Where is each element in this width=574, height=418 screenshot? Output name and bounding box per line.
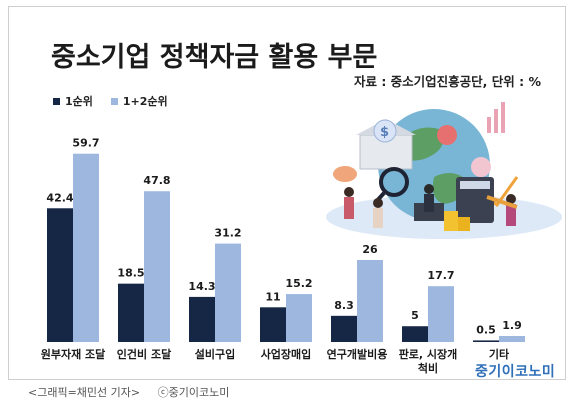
value-label-rank12-6: 1.9 <box>502 319 522 332</box>
pencil-icon <box>486 195 518 209</box>
bar-rank12-4 <box>357 260 383 342</box>
value-label-rank12-4: 26 <box>362 243 378 256</box>
legend-swatch-rank12 <box>110 97 118 105</box>
category-label-3: 사업장매입 <box>261 347 312 361</box>
chart-title: 중소기업 정책자금 활용 부문 <box>51 42 378 73</box>
category-label-5-line-1: 척비 <box>418 361 438 375</box>
bar-chart: 42.4 59.7 원부자재 조달 18.5 47.8 인건비 조달 14.3 31.2 설비구… <box>41 137 525 375</box>
source-note: 자료 : 중소기업진흥공단, 단위 : % <box>353 74 541 89</box>
pound-coin-icon <box>471 157 491 177</box>
value-label-rank1-6: 0.5 <box>476 323 496 336</box>
bar-rank1-3 <box>260 307 286 342</box>
legend-item-rank12: 1+2순위 <box>110 93 168 109</box>
bar-rank1-1 <box>118 283 144 342</box>
bar-rank1-6 <box>473 340 499 342</box>
category-label-6: 기타 <box>489 347 510 361</box>
chart-card: 중소기업 정책자금 활용 부문 자료 : 중소기업진흥공단, 단위 : % 1순… <box>8 6 566 380</box>
category-label-4: 연구개발비용 <box>327 347 388 361</box>
bar-rank1-2 <box>189 296 215 342</box>
value-label-rank1-1: 18.5 <box>117 267 144 280</box>
legend-swatch-rank1 <box>53 97 60 105</box>
caption-copyright: ⓒ중기이코노미 <box>157 386 230 399</box>
person-body-2 <box>373 208 383 228</box>
bar-graph-icon-2 <box>494 109 498 133</box>
value-label-rank1-4: 8.3 <box>334 299 354 312</box>
value-label-rank12-5: 17.7 <box>427 269 454 282</box>
caption: <그래픽=채민선 기자> ⓒ중기이코노미 <box>28 384 243 400</box>
speech-bubble-icon <box>333 166 357 182</box>
person-head-1 <box>344 187 354 197</box>
euro-coin-icon <box>437 125 457 145</box>
business-finance-illustration: $ <box>326 102 562 239</box>
value-label-rank1-2: 14.3 <box>188 280 215 293</box>
person-head-3 <box>424 184 434 194</box>
bar-rank12-2 <box>215 243 241 342</box>
person-head-4 <box>506 194 516 204</box>
bar-rank12-5 <box>428 286 454 342</box>
legend-label-rank12: 1+2순위 <box>122 95 168 108</box>
person-body-1 <box>344 197 354 219</box>
coin-stack-icon <box>444 211 458 231</box>
legend-label-rank1: 1순위 <box>65 95 93 108</box>
person-head-2 <box>373 198 383 208</box>
bar-rank12-0 <box>73 153 99 342</box>
value-label-rank12-2: 31.2 <box>214 227 241 240</box>
caption-credit: <그래픽=채민선 기자> <box>28 386 141 399</box>
calculator-screen <box>460 181 490 189</box>
category-label-1: 인건비 조달 <box>117 347 171 361</box>
dollar-sign-icon: $ <box>380 125 389 140</box>
bar-graph-icon-3 <box>501 102 505 133</box>
value-label-rank12-1: 47.8 <box>143 174 170 187</box>
legend-item-rank1: 1순위 <box>53 93 93 109</box>
bar-rank1-0 <box>47 208 73 342</box>
bar-rank12-6 <box>499 336 525 342</box>
value-label-rank12-0: 59.7 <box>72 137 99 150</box>
person-body-3 <box>424 194 434 212</box>
bar-rank12-1 <box>144 191 170 342</box>
person-body-4 <box>506 204 516 226</box>
value-label-rank12-3: 15.2 <box>285 277 312 290</box>
value-label-rank1-5: 5 <box>411 309 419 322</box>
magnifier-icon <box>379 167 409 197</box>
bar-rank12-3 <box>286 294 312 342</box>
category-label-2: 설비구입 <box>195 347 235 361</box>
category-label-5-line-0: 판로, 시장개 <box>399 347 458 361</box>
coin-stack-icon-2 <box>458 217 470 231</box>
category-label-0: 원부자재 조달 <box>41 347 106 361</box>
globe-land <box>394 127 469 204</box>
bar-rank1-4 <box>331 315 357 342</box>
bar-rank1-5 <box>402 326 428 342</box>
bar-graph-icon <box>487 117 491 133</box>
value-label-rank1-3: 11 <box>265 290 280 303</box>
value-label-rank1-0: 42.4 <box>46 191 73 204</box>
legend: 1순위 1+2순위 <box>53 93 168 109</box>
dollar-coin-icon <box>373 119 397 143</box>
publisher-logo: 중기이코노미 <box>475 364 556 380</box>
